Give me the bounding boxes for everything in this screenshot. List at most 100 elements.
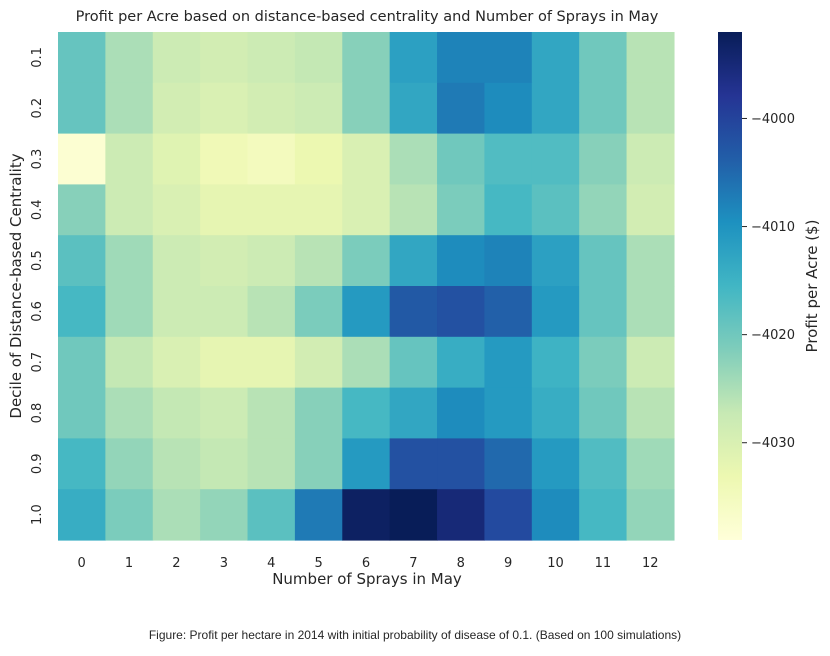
heatmap-cell	[437, 184, 486, 236]
heatmap-cell	[200, 133, 249, 185]
heatmap-cell	[200, 82, 249, 135]
heatmap-cell	[626, 32, 675, 84]
x-tick-label: 0	[78, 556, 86, 571]
x-tick-label: 9	[504, 556, 512, 571]
heatmap-cell	[579, 184, 628, 236]
heatmap-cell	[105, 286, 154, 338]
heatmap-cell	[152, 32, 201, 84]
heatmap-cell	[437, 32, 486, 84]
heatmap-cell	[342, 286, 391, 338]
y-axis-label: Decile of Distance-based Centrality	[7, 153, 25, 418]
heatmap-cell	[389, 489, 438, 541]
heatmap-cell	[389, 184, 438, 236]
heatmap-cell	[105, 489, 154, 541]
heatmap-cell	[58, 133, 106, 185]
heatmap-cell	[531, 438, 580, 490]
colorbar-tick-label: −4020	[751, 328, 795, 343]
heatmap-cell	[484, 489, 533, 541]
heatmap-cell	[294, 133, 343, 185]
heatmap-cell	[531, 489, 580, 541]
y-tick-labels: 0.1 0.2 0.3 0.4 0.5 0.6 0.7 0.8 0.9 1.0	[30, 47, 45, 525]
heatmap-cell	[200, 387, 249, 439]
y-tick-label: 0.7	[30, 352, 45, 373]
y-tick-label: 0.5	[30, 250, 45, 271]
heatmap-cell	[58, 336, 106, 389]
heatmap-cell	[531, 184, 580, 236]
y-tick-label: 1.0	[30, 504, 45, 525]
x-tick-label: 6	[362, 556, 370, 571]
heatmap-cells	[58, 32, 675, 541]
heatmap-cell	[484, 82, 533, 135]
figure-caption: Figure: Profit per hectare in 2014 with …	[148, 628, 682, 642]
heatmap-cell	[437, 82, 486, 135]
heatmap-cell	[200, 489, 249, 541]
heatmap-cell	[531, 235, 580, 287]
heatmap-cell	[579, 133, 628, 185]
heatmap-cell	[342, 489, 391, 541]
heatmap-cell	[58, 286, 106, 338]
heatmap-cell	[247, 387, 296, 439]
y-tick-label: 0.3	[30, 149, 45, 170]
heatmap-cell	[247, 184, 296, 236]
x-tick-label: 7	[409, 556, 417, 571]
heatmap-cell	[579, 336, 628, 389]
heatmap-cell	[626, 184, 675, 236]
heatmap-cell	[105, 336, 154, 389]
heatmap-cell	[247, 133, 296, 185]
heatmap-cell	[247, 32, 296, 84]
heatmap-cell	[342, 82, 391, 135]
heatmap-cell	[105, 184, 154, 236]
colorbar-tick-label: −4000	[751, 112, 795, 127]
colorbar	[718, 32, 742, 540]
heatmap-cell	[294, 184, 343, 236]
x-tick-label: 2	[172, 556, 180, 571]
heatmap-cell	[484, 184, 533, 236]
x-tick-label: 3	[220, 556, 228, 571]
heatmap-cell	[58, 32, 106, 84]
heatmap-cell	[294, 32, 343, 84]
heatmap-cell	[105, 387, 154, 439]
heatmap-cell	[200, 438, 249, 490]
heatmap-cell	[342, 387, 391, 439]
x-tick-label: 4	[267, 556, 275, 571]
heatmap-cell	[626, 82, 675, 135]
x-tick-label: 12	[642, 556, 659, 571]
heatmap-cell	[105, 133, 154, 185]
heatmap-cell	[484, 32, 533, 84]
colorbar-ticks: −4000 −4010 −4020 −4030	[742, 112, 795, 451]
y-tick-label: 0.4	[30, 199, 45, 220]
heatmap-cell	[579, 438, 628, 490]
heatmap-cell	[105, 235, 154, 287]
heatmap-cell	[152, 184, 201, 236]
heatmap-cell	[294, 387, 343, 439]
heatmap-cell	[247, 82, 296, 135]
heatmap-cell	[294, 438, 343, 490]
heatmap-cell	[152, 133, 201, 185]
heatmap-cell	[152, 387, 201, 439]
heatmap-cell	[247, 336, 296, 389]
heatmap-cell	[152, 336, 201, 389]
heatmap-cell	[531, 336, 580, 389]
heatmap-cell	[294, 286, 343, 338]
heatmap-cell	[437, 387, 486, 439]
heatmap-cell	[579, 387, 628, 439]
heatmap-cell	[531, 387, 580, 439]
heatmap-cell	[437, 133, 486, 185]
heatmap-cell	[58, 438, 106, 490]
heatmap-cell	[294, 82, 343, 135]
x-tick-label: 5	[314, 556, 322, 571]
y-tick-label: 0.1	[30, 47, 45, 68]
x-tick-label: 8	[457, 556, 465, 571]
heatmap-cell	[105, 32, 154, 84]
heatmap-cell	[626, 286, 675, 338]
heatmap-cell	[105, 438, 154, 490]
heatmap-cell	[342, 133, 391, 185]
colorbar-tick-label: −4030	[751, 436, 795, 451]
heatmap-cell	[437, 438, 486, 490]
heatmap-cell	[294, 336, 343, 389]
colorbar-label: Profit per Acre ($)	[803, 220, 821, 353]
heatmap-cell	[105, 82, 154, 135]
heatmap-cell	[152, 82, 201, 135]
heatmap-cell	[389, 32, 438, 84]
heatmap-cell	[152, 489, 201, 541]
